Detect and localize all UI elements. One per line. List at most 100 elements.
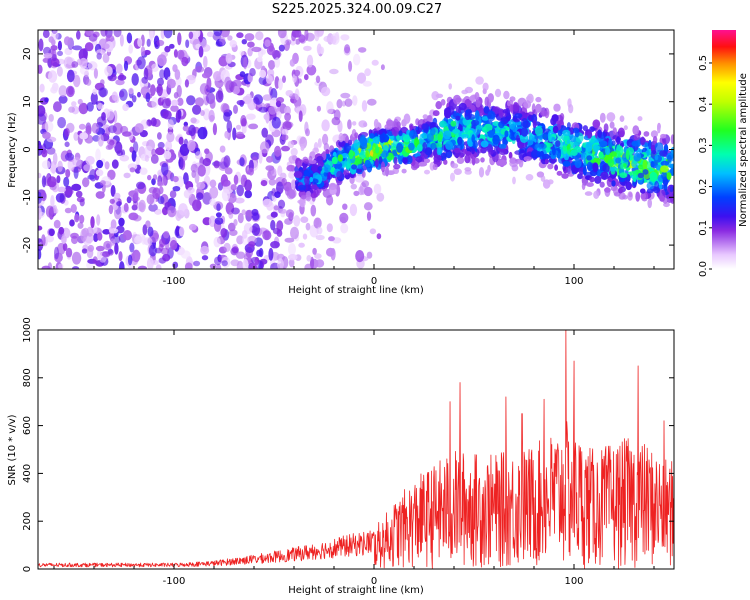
spectrogram-noise-blob xyxy=(40,191,47,202)
spectrogram-noise-blob xyxy=(286,164,295,172)
spectrogram-noise-blob xyxy=(194,66,205,73)
spectrogram-noise-blob xyxy=(326,101,334,115)
spectrogram-noise-blob xyxy=(92,88,98,95)
spectrogram-noise-blob xyxy=(55,193,65,203)
spectrogram-noise-blob xyxy=(293,69,301,77)
spectrogram-signal-blob xyxy=(582,125,589,132)
spectrogram-noise-blob xyxy=(312,247,317,255)
spectrogram-noise-blob xyxy=(108,125,117,134)
spectrogram-signal-blob xyxy=(599,140,608,147)
spectrogram-noise-blob xyxy=(114,242,119,255)
spectrogram-noise-blob xyxy=(194,171,200,184)
spectrogram-signal-blob xyxy=(631,140,639,147)
spectrogram-signal-blob xyxy=(509,96,516,102)
spectrogram-signal-blob xyxy=(637,172,645,179)
spectrogram-noise-blob xyxy=(97,133,104,147)
spectrogram-signal-blob xyxy=(430,127,436,136)
spectrogram-signal-blob xyxy=(421,123,430,131)
spectrogram-signal-blob xyxy=(445,150,453,159)
spectrogram-noise-blob xyxy=(258,150,263,164)
spectrogram-noise-blob xyxy=(65,169,71,178)
spectrogram-noise-blob xyxy=(173,92,179,99)
x-tick-label: -100 xyxy=(163,276,186,287)
spectrogram-signal-blob xyxy=(297,160,301,169)
spectrogram-signal-blob xyxy=(439,120,448,128)
spectrogram-signal-blob xyxy=(640,136,646,146)
spectrogram-noise-blob xyxy=(204,84,210,96)
spectrogram-noise-blob xyxy=(248,167,254,176)
spectrogram-signal-blob xyxy=(487,130,495,138)
spectrogram-noise-blob xyxy=(236,131,244,137)
spectrogram-signal-blob xyxy=(297,184,307,191)
spectrogram-signal-blob xyxy=(508,151,513,160)
spectrogram-noise-blob xyxy=(366,251,373,259)
spectrogram-noise-blob xyxy=(202,108,211,121)
spectrogram-noise-blob xyxy=(255,31,264,41)
spectrogram-noise-blob xyxy=(196,192,204,201)
spectrogram-signal-blob xyxy=(452,111,457,118)
spectrogram-noise-blob xyxy=(276,220,284,232)
spectrogram-signal-blob xyxy=(393,163,401,170)
spectrogram-noise-blob xyxy=(102,43,110,50)
spectrogram-noise-blob xyxy=(181,56,189,67)
spectrogram-noise-blob xyxy=(223,111,231,122)
spectrogram-noise-blob xyxy=(178,136,184,145)
spectrogram-noise-blob xyxy=(213,30,223,37)
spectrogram-signal-blob xyxy=(647,198,652,209)
spectrogram-signal-blob xyxy=(553,103,561,112)
spectrogram-noise-blob xyxy=(241,118,247,127)
spectrogram-signal-blob xyxy=(570,149,578,156)
spectrogram-noise-blob xyxy=(104,161,110,170)
spectrogram-noise-blob xyxy=(371,59,379,66)
spectrogram-noise-blob xyxy=(277,30,287,39)
spectrogram-signal-blob xyxy=(609,121,615,129)
spectrogram-signal-blob xyxy=(566,139,571,145)
spectrogram-noise-blob xyxy=(244,190,252,199)
spectrogram-noise-blob xyxy=(122,103,129,112)
spectrogram-noise-blob xyxy=(172,261,179,269)
spectrogram-noise-blob xyxy=(126,196,132,204)
spectrogram-signal-blob xyxy=(535,96,542,103)
spectrogram-noise-blob xyxy=(111,159,119,169)
spectrogram-signal-blob xyxy=(478,167,485,178)
spectrogram-noise-blob xyxy=(376,192,385,202)
spectrogram-noise-blob xyxy=(47,57,53,69)
spectrogram-noise-blob xyxy=(116,201,122,207)
spectrogram-noise-blob xyxy=(274,57,281,68)
spectrogram-noise-blob xyxy=(244,33,255,41)
spectrogram-signal-blob xyxy=(646,182,654,190)
spectrogram-signal-blob xyxy=(336,170,343,180)
spectrogram-noise-blob xyxy=(200,110,205,116)
spectrogram-noise-blob xyxy=(109,198,116,204)
spectrogram-noise-blob xyxy=(157,77,164,86)
spectrogram-noise-blob xyxy=(57,160,63,172)
spectrogram-noise-blob xyxy=(224,76,232,90)
spectrogram-noise-blob xyxy=(38,225,43,231)
spectrogram-noise-blob xyxy=(208,109,215,123)
spectrogram-noise-blob xyxy=(298,242,305,248)
spectrogram-noise-blob xyxy=(285,209,295,219)
spectrogram-signal-blob xyxy=(338,140,346,147)
spectrogram-noise-blob xyxy=(177,32,182,46)
spectrogram-signal-blob xyxy=(547,163,554,170)
spectrogram-noise-blob xyxy=(266,45,276,56)
spectrogram-noise-blob xyxy=(328,236,335,242)
spectrogram-noise-blob xyxy=(206,31,214,38)
spectrogram-signal-blob xyxy=(562,160,571,167)
spectrogram-noise-blob xyxy=(228,211,234,219)
spectrogram-noise-blob xyxy=(73,132,79,141)
spectrogram-noise-blob xyxy=(330,248,336,261)
spectrogram-signal-blob xyxy=(348,149,354,160)
spectrogram-signal-blob xyxy=(471,157,476,166)
spectrogram-signal-blob xyxy=(504,130,509,138)
figure-title: S225.2025.324.00.09.C27 xyxy=(272,2,442,17)
spectrogram-signal-blob xyxy=(665,193,674,203)
spectrogram-noise-blob xyxy=(77,98,83,105)
spectrogram-noise-blob xyxy=(281,134,289,141)
spectrogram-signal-blob xyxy=(660,160,670,166)
spectrogram-noise-blob xyxy=(79,66,89,75)
spectrogram-noise-blob xyxy=(291,177,296,190)
spectrogram-noise-blob xyxy=(133,192,139,202)
spectrogram-signal-blob xyxy=(521,118,529,128)
spectrogram-noise-blob xyxy=(290,147,298,157)
